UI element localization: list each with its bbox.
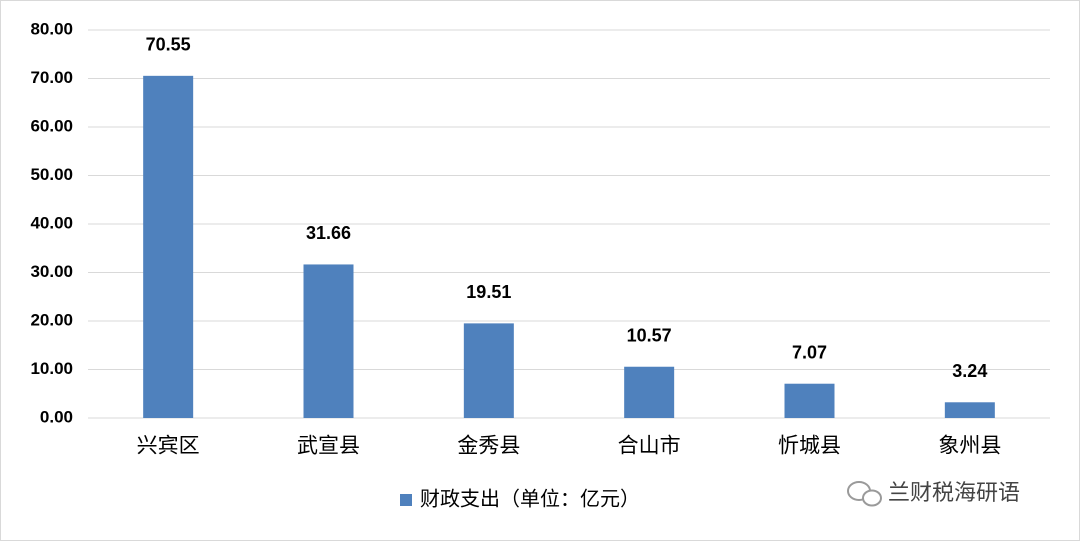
bar bbox=[624, 366, 675, 418]
x-tick-label: 忻城县 bbox=[778, 435, 841, 458]
bar bbox=[944, 402, 995, 418]
value-label: 19.51 bbox=[466, 282, 511, 302]
x-tick-label: 合山市 bbox=[618, 435, 681, 458]
bar bbox=[303, 264, 354, 418]
y-tick-label: 40.00 bbox=[30, 213, 73, 232]
legend-label: 财政支出（单位：亿元） bbox=[420, 487, 640, 510]
y-tick-label: 30.00 bbox=[30, 262, 73, 281]
bar bbox=[463, 323, 514, 418]
x-tick-label: 象州县 bbox=[938, 435, 1001, 458]
y-tick-label: 70.00 bbox=[30, 68, 73, 87]
bar bbox=[784, 383, 835, 418]
y-tick-label: 80.00 bbox=[30, 19, 73, 38]
x-tick-label: 金秀县 bbox=[457, 435, 520, 458]
y-tick-label: 10.00 bbox=[30, 359, 73, 378]
value-label: 3.24 bbox=[952, 361, 987, 381]
x-tick-label: 武宣县 bbox=[297, 435, 360, 458]
watermark: 兰财税海研语 bbox=[888, 480, 1020, 505]
y-tick-label: 60.00 bbox=[30, 116, 73, 135]
y-tick-label: 20.00 bbox=[30, 310, 73, 329]
y-tick-label: 0.00 bbox=[40, 407, 73, 426]
y-tick-label: 50.00 bbox=[30, 165, 73, 184]
bar bbox=[143, 75, 194, 419]
value-label: 70.55 bbox=[146, 35, 191, 55]
legend-swatch bbox=[400, 494, 412, 506]
value-label: 7.07 bbox=[792, 342, 827, 362]
watermark-icon bbox=[847, 481, 882, 507]
value-label: 10.57 bbox=[627, 325, 672, 345]
x-tick-label: 兴宾区 bbox=[137, 435, 200, 458]
value-label: 31.66 bbox=[306, 223, 351, 243]
